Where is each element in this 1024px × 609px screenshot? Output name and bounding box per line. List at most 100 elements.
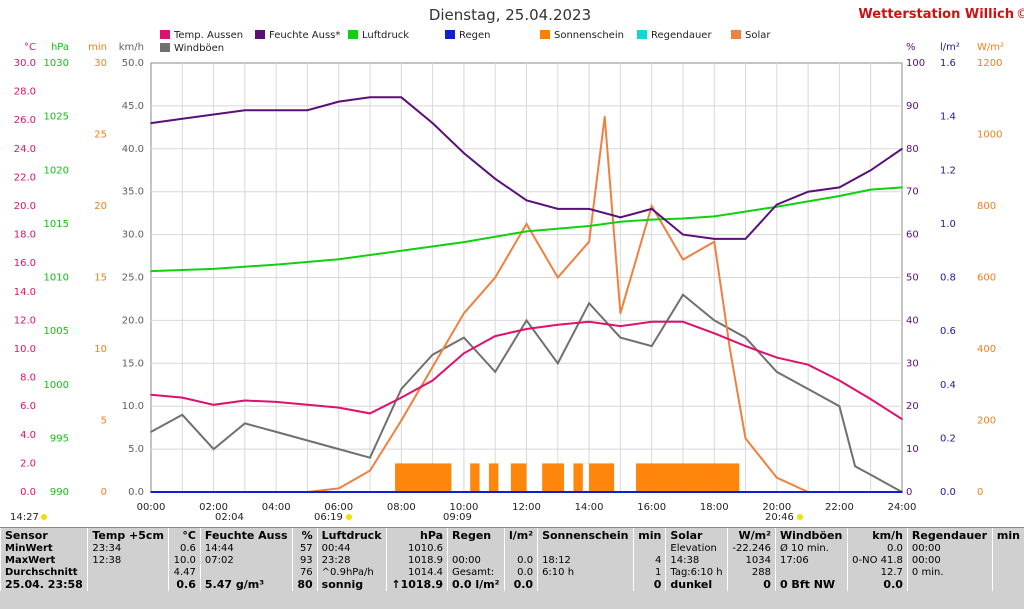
humidity-line-point — [338, 101, 340, 103]
stat-header: Luftdruck — [317, 528, 386, 542]
humidity-line-point — [494, 178, 496, 180]
stat-cell — [992, 554, 1024, 566]
solar-line-point — [714, 241, 716, 243]
pressure-line-point — [213, 268, 215, 270]
stat-cell: dunkel — [666, 578, 728, 591]
humidity-line-point — [714, 238, 716, 240]
humidity-line-point — [182, 118, 184, 120]
axis-tick-right: 1.0 — [940, 219, 956, 230]
sun-marker-label: 14:27 — [10, 512, 39, 523]
pressure-line-point — [839, 195, 841, 197]
humidity-line-point — [776, 204, 778, 206]
stat-cell: 23:34 — [88, 542, 169, 554]
wind-gust-line-point — [369, 457, 371, 459]
axis-tick-left: 30.0 — [122, 230, 144, 241]
stat-cell: ↑1018.9 — [386, 578, 447, 591]
stat-cell: ^0.9hPa/h — [317, 566, 386, 578]
humidity-line-point — [275, 109, 277, 111]
date-title: Dienstag, 25.04.2023 — [429, 6, 591, 24]
stat-cell — [992, 566, 1024, 578]
wind-gust-line-point — [557, 363, 559, 365]
wind-gust-line-point — [244, 423, 246, 425]
stat-cell: 0-NO 41.8 — [847, 554, 907, 566]
temperature-line-point — [714, 333, 716, 335]
axis-tick-left: 6.0 — [20, 401, 36, 412]
temperature-line-point — [839, 380, 841, 382]
temperature-line-point — [745, 345, 747, 347]
stat-cell: 5.47 g/m³ — [200, 578, 292, 591]
humidity-line-point — [588, 208, 590, 210]
axis-tick-left: 1020 — [44, 165, 69, 176]
axis-tick-right: 1200 — [977, 58, 1002, 69]
stat-cell: 14:38 — [666, 554, 728, 566]
axis-tick-left: 10.0 — [122, 401, 144, 412]
stat-cell: 6:10 h — [538, 566, 634, 578]
axis-tick-left: 30.0 — [14, 58, 36, 69]
axis-tick-right: 1.2 — [940, 165, 956, 176]
stat-cell — [634, 542, 666, 554]
stat-cell: 14:44 — [200, 542, 292, 554]
stat-cell: 0.0 l/m² — [448, 578, 505, 591]
axis-tick-left: 1030 — [44, 58, 69, 69]
stat-cell: sonnig — [317, 578, 386, 591]
stat-cell: 0.0 — [847, 542, 907, 554]
axis-tick-left: 25.0 — [122, 273, 144, 284]
stat-header: % — [293, 528, 317, 542]
stat-cell — [504, 542, 537, 554]
stat-header: hPa — [386, 528, 447, 542]
humidity-line-point — [213, 114, 215, 116]
wind-gust-line-point — [745, 337, 747, 339]
axis-tick-left: 26.0 — [14, 115, 36, 126]
solar-line-point — [401, 420, 403, 422]
temperature-line-point — [776, 357, 778, 359]
legend-label: Sonnenschein — [554, 30, 624, 41]
pressure-line-point — [714, 216, 716, 218]
moon-icon — [41, 514, 47, 520]
axis-tick-right: 100 — [906, 58, 925, 69]
stat-cell: 00:00 — [907, 554, 992, 566]
humidity-line-point — [557, 208, 559, 210]
temperature-line-point — [901, 418, 903, 420]
wind-gust-line-point — [307, 440, 309, 442]
pressure-line-point — [401, 250, 403, 252]
temperature-line-point — [682, 321, 684, 323]
legend-swatch — [160, 43, 170, 52]
humidity-line-point — [432, 122, 434, 124]
axis-tick-right: 40 — [906, 315, 919, 326]
sunshine-bar — [542, 463, 564, 492]
solar-line-point — [620, 313, 622, 315]
wind-gust-line-point — [651, 345, 653, 347]
legend-swatch — [637, 30, 647, 39]
stat-header: l/m² — [504, 528, 537, 542]
sunshine-bar — [573, 463, 582, 492]
axis-tick-left: 10 — [94, 344, 107, 355]
stat-cell — [992, 542, 1024, 554]
axis-tick-left: 5 — [101, 416, 107, 427]
sunshine-bar — [636, 463, 739, 492]
stat-cell: 23:28 — [317, 554, 386, 566]
axis-tick-left: 4.0 — [20, 430, 36, 441]
rain-line-point — [150, 491, 152, 493]
stat-cell — [775, 566, 847, 578]
axis-tick-left: 15.0 — [122, 358, 144, 369]
temperature-line-point — [401, 397, 403, 399]
humidity-line-point — [651, 208, 653, 210]
humidity-line-point — [463, 152, 465, 154]
axis-tick-right: 400 — [977, 344, 996, 355]
axis-tick-x: 16:00 — [637, 502, 666, 513]
stat-cell — [88, 578, 169, 591]
solar-line-point — [557, 277, 559, 279]
pressure-line-point — [620, 221, 622, 223]
axis-tick-left: 20.0 — [122, 315, 144, 326]
wind-gust-line-point — [776, 371, 778, 373]
stat-cell: 0.0 — [504, 578, 537, 591]
temperature-line-point — [526, 328, 528, 330]
wind-gust-line-point — [494, 371, 496, 373]
axis-tick-right: 50 — [906, 273, 919, 284]
axis-tick-left: 990 — [50, 487, 69, 498]
stat-cell: 10.0 — [169, 554, 200, 566]
stat-cell: Durchschnitt — [1, 566, 88, 578]
stat-header: min — [992, 528, 1024, 542]
